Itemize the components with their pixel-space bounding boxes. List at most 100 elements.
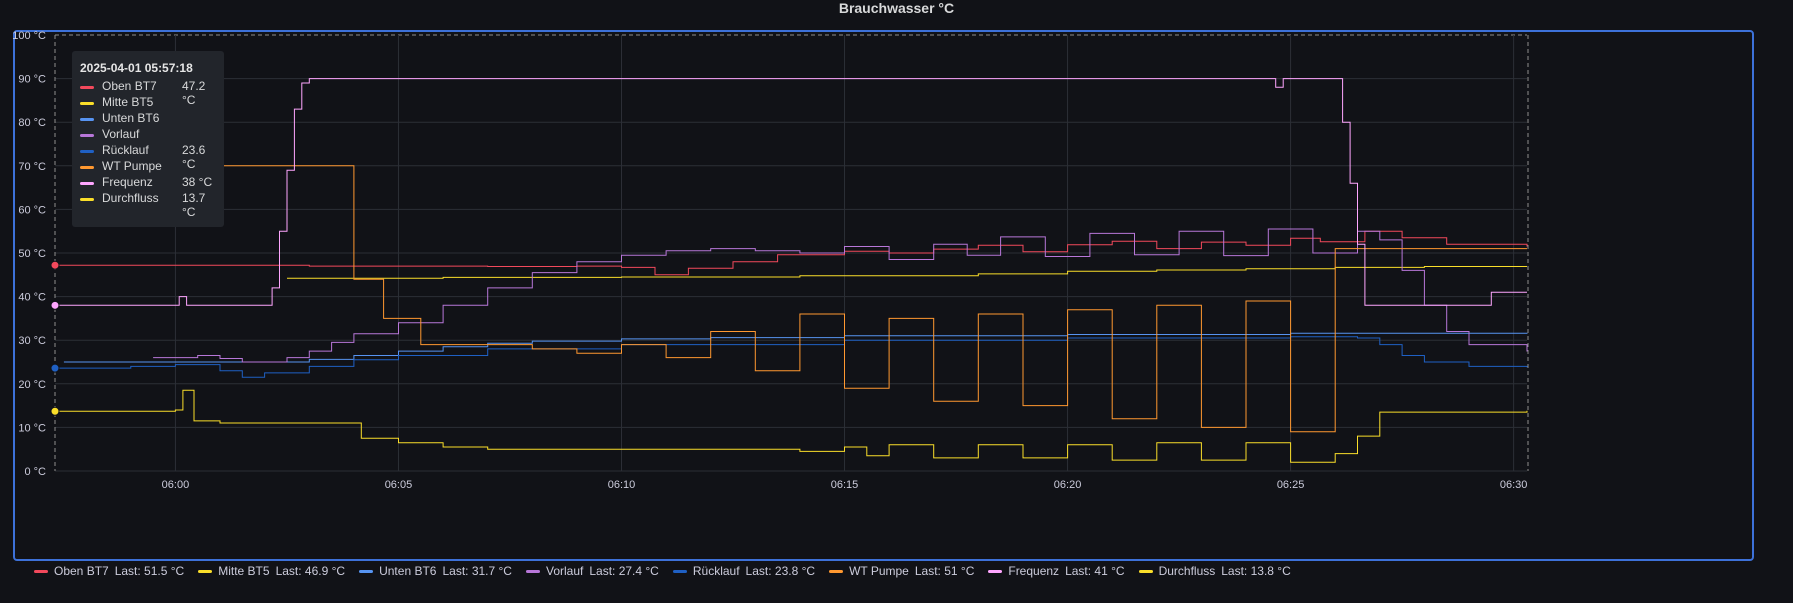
legend-last-label: Last:: [1221, 564, 1248, 578]
x-tick-label: 06:20: [1054, 479, 1082, 491]
legend-last-value: 51 °C: [940, 564, 975, 578]
y-tick-label: 90 °C: [18, 74, 46, 86]
plot-frame[interactable]: [13, 30, 1754, 561]
tooltip-row: Rücklauf 23.6 °C: [80, 143, 220, 171]
tooltip-series-name: Frequenz: [102, 175, 153, 189]
y-tick-label: 100 °C: [12, 30, 46, 42]
y-tick-label: 50 °C: [18, 248, 46, 260]
legend-item[interactable]: Frequenz Last: 41 °C: [988, 564, 1125, 578]
legend-last-value: 27.4 °C: [615, 564, 659, 578]
legend-last-value: 13.8 °C: [1247, 564, 1291, 578]
legend-color-swatch: [359, 570, 374, 574]
tooltip-series-name: Mitte BT5: [102, 95, 154, 109]
legend-item[interactable]: Unten BT6 Last: 31.7 °C: [359, 564, 512, 578]
tooltip-series-value: 13.7 °C: [182, 191, 206, 219]
series-color-swatch: [80, 86, 94, 89]
tooltip-series-name: Oben BT7: [102, 79, 157, 93]
series-color-swatch: [80, 102, 94, 105]
tooltip-series-name: Vorlauf: [102, 127, 140, 141]
hover-tooltip: 2025-04-01 05:57:18 Oben BT7 47.2 °C Mitte…: [72, 51, 224, 227]
tooltip-series-name: Durchfluss: [102, 191, 159, 205]
legend-series-name: Oben BT7: [54, 564, 109, 578]
legend-last-label: Last:: [114, 564, 141, 578]
tooltip-row: Vorlauf: [80, 127, 220, 143]
legend-last-value: 41 °C: [1091, 564, 1125, 578]
tooltip-series-value: 47.2 °C: [182, 79, 206, 107]
legend-last-value: 31.7 °C: [468, 564, 512, 578]
legend-last-label: Last:: [275, 564, 302, 578]
series-line-durchfluss: [55, 389, 1528, 463]
tooltip-series-name: Unten BT6: [102, 111, 160, 125]
legend-item[interactable]: Durchfluss Last: 13.8 °C: [1138, 564, 1291, 578]
panel-title[interactable]: Brauchwasser °C: [838, 0, 955, 16]
hover-point-r-cklauf: [50, 363, 60, 373]
grid: [55, 34, 1527, 472]
series-line-mitte-bt5: [287, 266, 1527, 279]
x-tick-label: 06:10: [608, 479, 636, 491]
legend-item[interactable]: Mitte BT5 Last: 46.9 °C: [198, 564, 345, 578]
series-color-swatch: [80, 150, 94, 153]
legend-color-swatch: [198, 570, 213, 574]
legend-color-swatch: [1138, 570, 1153, 574]
legend-item[interactable]: Vorlauf Last: 27.4 °C: [525, 564, 659, 578]
legend-last-label: Last:: [1065, 564, 1092, 578]
y-tick-label: 70 °C: [18, 161, 46, 173]
legend-last-label: Last:: [589, 564, 616, 578]
y-tick-label: 0 °C: [24, 466, 46, 478]
tooltip-row: Frequenz 38 °C: [80, 175, 220, 191]
legend-color-swatch: [34, 570, 48, 574]
series-color-swatch: [80, 198, 94, 201]
series-color-swatch: [80, 118, 94, 121]
tooltip-row: Oben BT7 47.2 °C: [80, 79, 220, 107]
legend-last-label: Last:: [442, 564, 469, 578]
legend-series-name: Mitte BT5: [218, 564, 270, 578]
legend-last-value: 51.5 °C: [140, 564, 185, 578]
series-line-vorlauf: [153, 228, 1528, 363]
legend-last-value: 46.9 °C: [301, 564, 346, 578]
x-tick-label: 06:05: [385, 479, 413, 491]
tooltip-series-value: 23.6 °C: [182, 143, 206, 171]
series-line-oben-bt7: [55, 230, 1528, 276]
series-line-wt-pumpe: [153, 165, 1527, 433]
legend-last-label: Last:: [745, 564, 772, 578]
y-tick-label: 20 °C: [18, 379, 46, 391]
y-tick-label: 80 °C: [18, 117, 46, 129]
tooltip-row: Unten BT6: [80, 111, 220, 127]
series-color-swatch: [80, 182, 94, 185]
series-line-frequenz: [55, 78, 1527, 306]
legend-series-name: Vorlauf: [545, 564, 584, 578]
chart-legend: Oben BT7 Last: 51.5 °C Mitte BT5 Last: 46.9…: [34, 564, 1305, 582]
legend-series-name: Frequenz: [1008, 564, 1060, 578]
hover-point-frequenz: [50, 300, 60, 310]
legend-color-swatch: [829, 570, 844, 574]
hover-point-durchfluss: [50, 406, 60, 416]
tooltip-series-value: 38 °C: [182, 175, 213, 189]
tooltip-row: WT Pumpe: [80, 159, 220, 175]
legend-color-swatch: [988, 570, 1003, 574]
legend-item[interactable]: Rücklauf Last: 23.8 °C: [672, 564, 816, 578]
legend-series-name: Durchfluss: [1158, 564, 1216, 578]
legend-last-value: 23.8 °C: [771, 564, 816, 578]
legend-item[interactable]: WT Pumpe Last: 51 °C: [829, 564, 974, 578]
tooltip-series-name: Rücklauf: [102, 143, 149, 157]
x-tick-label: 06:00: [162, 479, 190, 491]
y-tick-label: 30 °C: [18, 335, 46, 347]
y-tick-label: 40 °C: [18, 292, 46, 304]
legend-series-name: WT Pumpe: [849, 564, 909, 578]
tooltip-row: Mitte BT5: [80, 95, 220, 111]
x-tick-label: 06:30: [1500, 479, 1528, 491]
y-tick-label: 60 °C: [18, 204, 46, 216]
series-color-swatch: [80, 134, 94, 137]
hover-point-oben-bt7: [50, 260, 60, 270]
legend-color-swatch: [525, 570, 540, 574]
legend-series-name: Unten BT6: [379, 564, 437, 578]
legend-color-swatch: [672, 570, 687, 574]
tooltip-row: Durchfluss 13.7 °C: [80, 191, 220, 219]
y-tick-label: 10 °C: [18, 422, 46, 434]
tooltip-series-name: WT Pumpe: [102, 159, 162, 173]
legend-series-name: Rücklauf: [692, 564, 740, 578]
legend-last-label: Last:: [914, 564, 941, 578]
series-color-swatch: [80, 166, 94, 169]
legend-item[interactable]: Oben BT7 Last: 51.5 °C: [34, 564, 184, 578]
